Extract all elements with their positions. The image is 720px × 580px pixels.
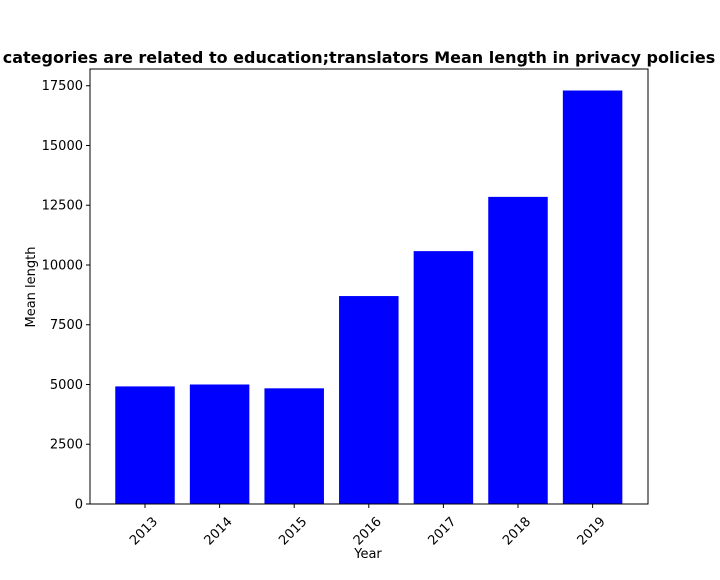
y-tick-label-17500: 17500 [42, 79, 83, 94]
bar-2017 [413, 251, 474, 504]
y-tick-label-5000: 5000 [50, 378, 83, 393]
x-tick-label-2014: 2014 [202, 514, 236, 548]
y-axis: 0 2500 5000 7500 10000 12500 15000 17500 [42, 79, 90, 513]
bar-2016 [339, 296, 399, 504]
y-tick-label-0: 0 [75, 498, 83, 513]
bars-layer [115, 90, 623, 504]
y-tick-label-2500: 2500 [50, 438, 83, 453]
x-tick-label-2018: 2018 [500, 514, 534, 548]
chart-title: categories are related to education;tran… [3, 48, 716, 67]
y-tick-label-15000: 15000 [42, 139, 83, 154]
y-tick-label-10000: 10000 [42, 258, 83, 273]
bar-2013 [115, 386, 175, 504]
bar-2019 [562, 90, 623, 504]
bar-2014 [189, 384, 250, 504]
y-tick-label-12500: 12500 [42, 199, 83, 214]
x-axis-title: Year [353, 547, 382, 562]
y-axis-title: Mean length [24, 247, 39, 328]
x-tick-label-2017: 2017 [425, 514, 459, 548]
bar-2018 [488, 196, 548, 504]
x-axis: 2013 2014 2015 2016 2017 2018 2019 [127, 504, 609, 548]
x-tick-label-2016: 2016 [351, 514, 385, 548]
x-tick-label-2015: 2015 [276, 514, 310, 548]
x-tick-label-2019: 2019 [575, 514, 609, 548]
y-tick-label-7500: 7500 [50, 318, 83, 333]
x-tick-label-2013: 2013 [127, 514, 161, 548]
bar-2015 [264, 388, 324, 504]
